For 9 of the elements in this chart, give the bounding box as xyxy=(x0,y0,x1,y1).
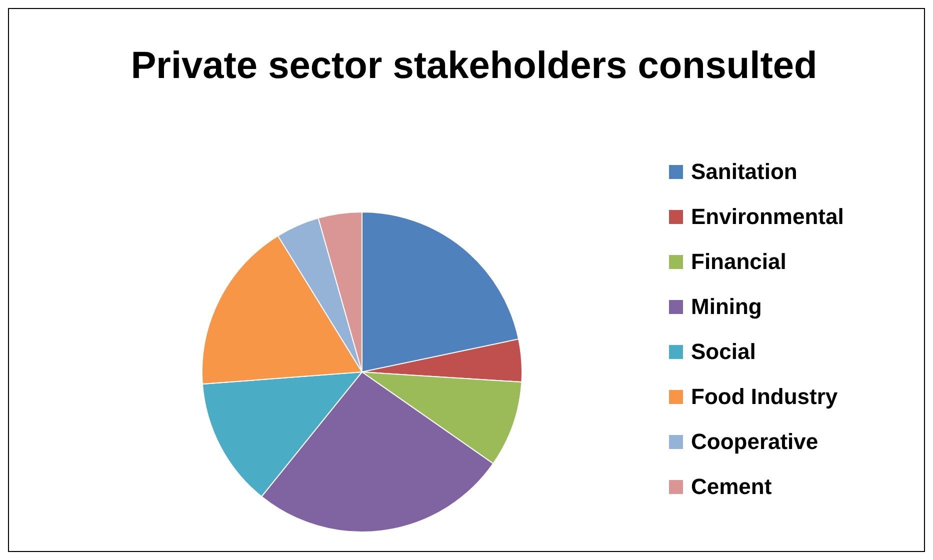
legend-label: Cement xyxy=(691,474,772,499)
legend-label: Sanitation xyxy=(691,159,798,184)
legend-label: Social xyxy=(691,339,756,364)
chart-title: Private sector stakeholders consulted xyxy=(130,44,818,89)
legend-label: Cooperative xyxy=(691,429,818,454)
legend-label: Food Industry xyxy=(691,384,838,409)
legend-label: Environmental xyxy=(691,204,844,229)
legend-label: Financial xyxy=(691,249,786,274)
legend-label: Mining xyxy=(691,294,762,319)
